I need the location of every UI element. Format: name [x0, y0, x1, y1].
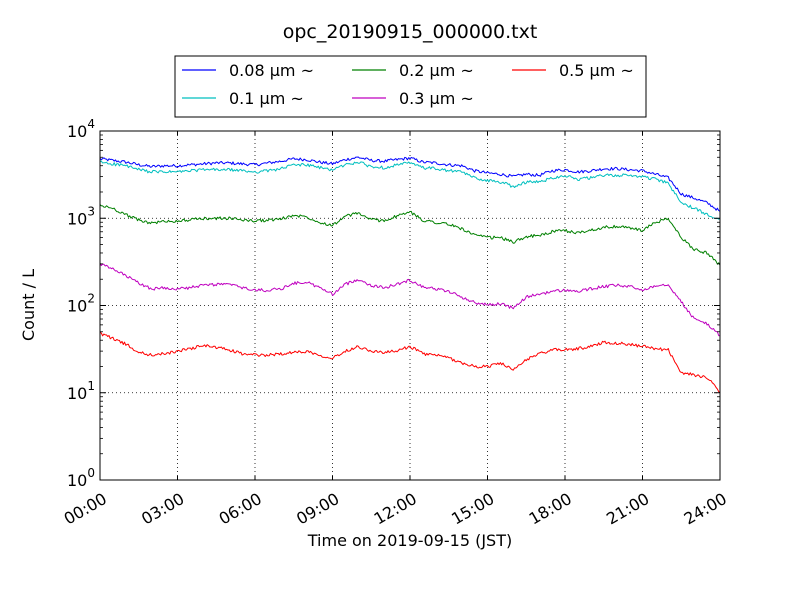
legend-label: 0.08 μm ~ — [229, 61, 314, 80]
series-line-1 — [99, 160, 721, 220]
legend-label: 0.3 μm ~ — [399, 89, 474, 108]
legend: 0.08 μm ~ 0.1 μm ~ 0.2 μm ~ 0.3 μm ~ 0.5 μm … — [174, 55, 647, 118]
chart-title: opc_20190915_000000.txt — [283, 21, 538, 43]
series-line-3 — [99, 262, 721, 337]
series-lines — [99, 156, 721, 394]
tick-marks — [99, 130, 721, 481]
series-line-0 — [99, 156, 721, 212]
legend-label: 0.5 μm ~ — [559, 61, 634, 80]
series-line-2 — [99, 204, 721, 266]
legend-label: 0.2 μm ~ — [399, 61, 474, 80]
grid-lines — [100, 131, 720, 480]
legend-label: 0.1 μm ~ — [229, 89, 304, 108]
legend-box — [174, 55, 647, 118]
x-axis-label: Time on 2019-09-15 (JST) — [307, 531, 512, 550]
series-line-4 — [99, 331, 721, 394]
y-axis-label: Count / L — [19, 269, 38, 341]
